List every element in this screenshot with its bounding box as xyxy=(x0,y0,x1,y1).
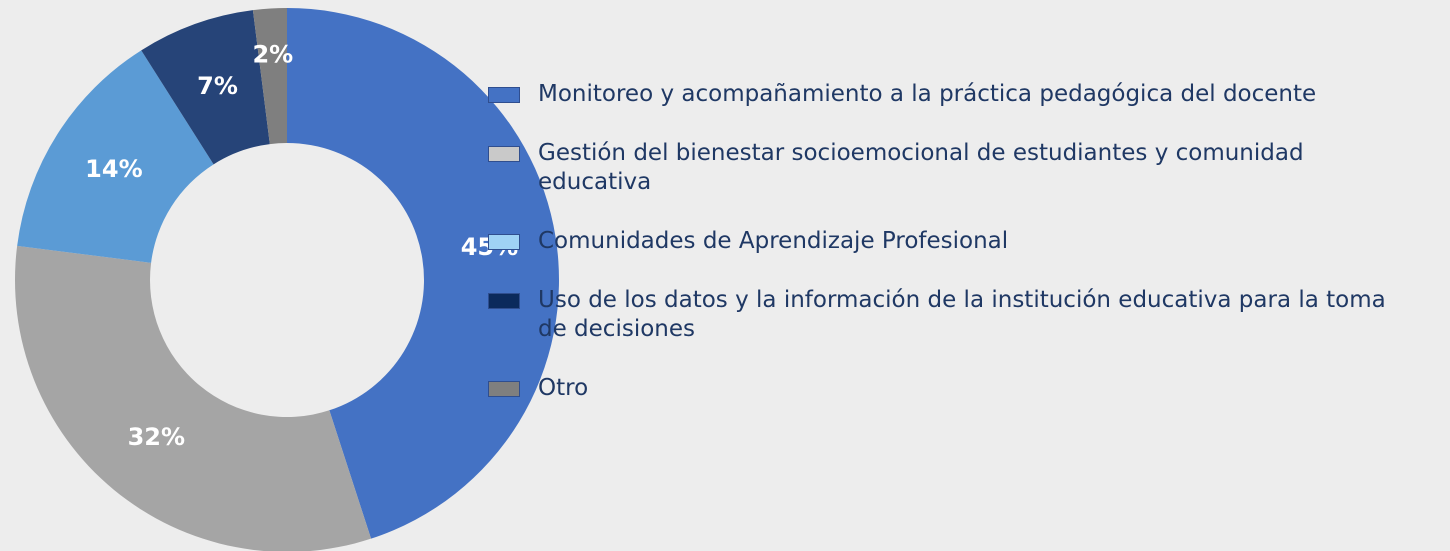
slice xyxy=(141,10,270,165)
legend-label: Gestión del bienestar socioemocional de … xyxy=(538,140,1304,195)
legend-item: Uso de los datos y la información de la … xyxy=(488,286,1443,344)
legend-label: Uso de los datos y la información de la … xyxy=(538,287,1386,342)
slice xyxy=(252,8,287,145)
donut-chart: 45%32%14%7%2% xyxy=(15,8,559,551)
slice xyxy=(17,50,214,263)
legend-label: Monitoreo y acompañamiento a la práctica… xyxy=(538,81,1317,107)
slice xyxy=(15,245,372,551)
legend-swatch xyxy=(488,381,520,397)
slice-label: 32% xyxy=(128,423,185,451)
legend-item: Comunidades de Aprendizaje Profesional xyxy=(488,227,1443,256)
slice-label: 2% xyxy=(252,40,293,68)
legend-swatch xyxy=(488,234,520,250)
legend-item: Gestión del bienestar socioemocional de … xyxy=(488,139,1443,197)
legend-swatch xyxy=(488,146,520,162)
slice-label: 14% xyxy=(85,155,142,183)
legend: Monitoreo y acompañamiento a la práctica… xyxy=(488,80,1443,433)
legend-label: Otro xyxy=(538,375,589,401)
legend-swatch xyxy=(488,87,520,103)
slice xyxy=(287,8,559,539)
legend-item: Monitoreo y acompañamiento a la práctica… xyxy=(488,80,1443,109)
slice-label: 7% xyxy=(197,72,238,100)
legend-label: Comunidades de Aprendizaje Profesional xyxy=(538,228,1009,254)
legend-item: Otro xyxy=(488,374,1443,403)
legend-swatch xyxy=(488,293,520,309)
